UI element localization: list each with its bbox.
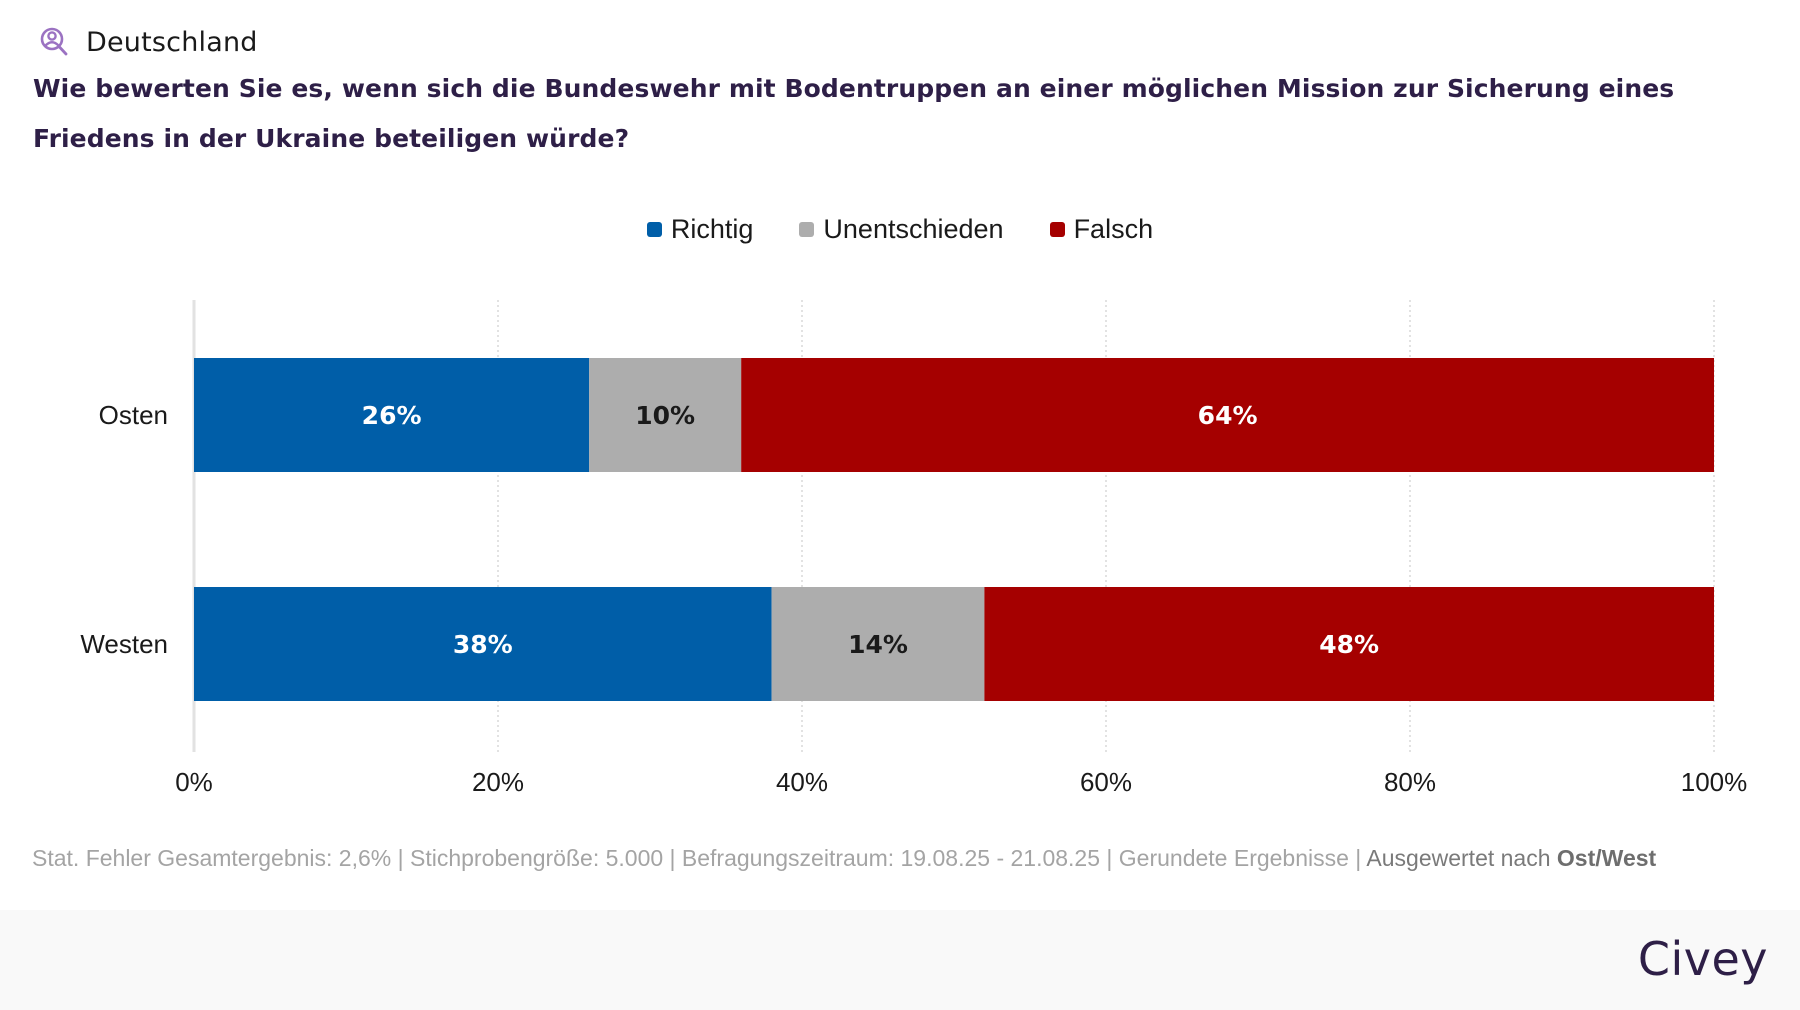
civey-logo[interactable]: Civey bbox=[1637, 932, 1768, 986]
x-tick-label: 60% bbox=[1080, 767, 1132, 797]
x-tick-label: 40% bbox=[776, 767, 828, 797]
footer-evaluated-prefix: Ausgewertet nach bbox=[1366, 845, 1557, 871]
x-tick-label: 100% bbox=[1681, 767, 1748, 797]
legend-swatch-falsch bbox=[1049, 222, 1065, 237]
legend-swatch-unentschieden bbox=[799, 222, 815, 237]
bar-falsch-osten[interactable] bbox=[741, 358, 1714, 472]
legend-item-richtig[interactable]: Richtig bbox=[646, 214, 754, 245]
label-layer: 26% 10% 64% 38% 14% 48% bbox=[362, 401, 1379, 659]
user-search-icon bbox=[40, 26, 68, 58]
legend-swatch-richtig bbox=[646, 222, 662, 237]
x-tick-label: 0% bbox=[175, 767, 213, 797]
data-label-unentschieden-osten: 10% bbox=[635, 401, 695, 430]
legend-label-falsch: Falsch bbox=[1073, 214, 1154, 244]
category-label-westen: Westen bbox=[80, 629, 168, 659]
bar-richtig-osten[interactable] bbox=[194, 358, 590, 472]
footer-note: Stat. Fehler Gesamtergebnis: 2,6% | Stic… bbox=[32, 845, 1656, 872]
bar-falsch-westen[interactable] bbox=[984, 587, 1714, 701]
footer-band: Civey bbox=[0, 910, 1800, 1010]
bar-layer bbox=[194, 358, 1714, 701]
bar-unentschieden-osten[interactable] bbox=[589, 358, 742, 472]
legend-item-unentschieden[interactable]: Unentschieden bbox=[799, 214, 1004, 245]
chart-legend: Richtig Unentschieden Falsch bbox=[0, 214, 1800, 245]
bar-richtig-westen[interactable] bbox=[194, 587, 772, 701]
region-label: Deutschland bbox=[86, 26, 258, 58]
question-title: Wie bewerten Sie es, wenn sich die Bunde… bbox=[33, 74, 1675, 153]
x-tick-label: 20% bbox=[472, 767, 524, 797]
x-tick-label: 80% bbox=[1384, 767, 1436, 797]
data-label-richtig-osten: 26% bbox=[362, 401, 422, 430]
region-header: Deutschland bbox=[40, 24, 258, 60]
footer-evaluated-value: Ost/West bbox=[1556, 845, 1657, 871]
stacked-bar-chart: 26% 10% 64% 38% 14% 48% 0% 20% 40% 60% 80% 100% Ost… bbox=[80, 300, 1747, 797]
bar-unentschieden-westen[interactable] bbox=[771, 587, 985, 701]
data-label-richtig-westen: 38% bbox=[453, 630, 513, 659]
legend-item-falsch[interactable]: Falsch bbox=[1049, 214, 1154, 245]
data-label-falsch-westen: 48% bbox=[1319, 630, 1379, 659]
category-label-osten: Osten bbox=[99, 400, 168, 430]
footer-stats: Stat. Fehler Gesamtergebnis: 2,6% | Stic… bbox=[32, 845, 1367, 871]
legend-label-unentschieden: Unentschieden bbox=[823, 214, 1004, 244]
legend-label-richtig: Richtig bbox=[670, 214, 754, 244]
data-label-unentschieden-westen: 14% bbox=[848, 630, 908, 659]
axis-layer: 0% 20% 40% 60% 80% 100% Osten Westen bbox=[80, 400, 1747, 797]
data-label-falsch-osten: 64% bbox=[1198, 401, 1258, 430]
